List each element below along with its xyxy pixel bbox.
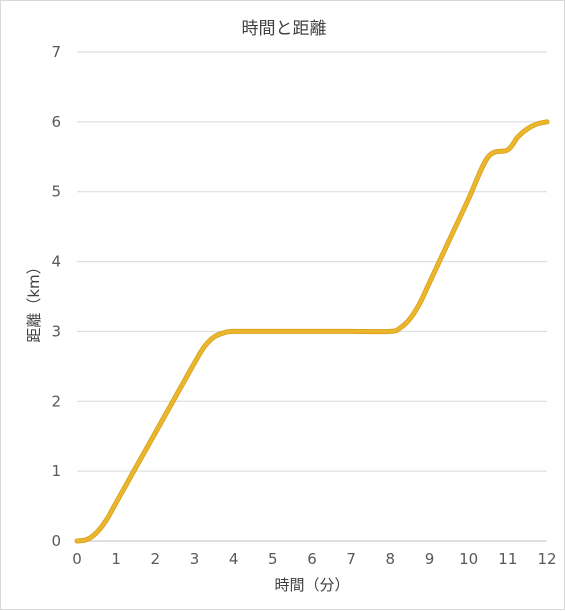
series-line — [75, 120, 549, 543]
x-tick-label: 4 — [229, 550, 239, 568]
y-tick-label: 6 — [51, 113, 61, 131]
y-tick-label: 7 — [51, 43, 61, 61]
x-tick-label: 6 — [307, 550, 317, 568]
x-tick-label: 11 — [498, 550, 517, 568]
y-tick-label: 1 — [51, 462, 61, 480]
x-tick-label: 9 — [425, 550, 435, 568]
y-tick-label: 5 — [51, 183, 61, 201]
x-tick-label: 7 — [346, 550, 356, 568]
x-tick-label: 3 — [190, 550, 200, 568]
x-tick-label: 5 — [268, 550, 278, 568]
x-tick-label: 10 — [459, 550, 478, 568]
y-axis-label: 距離（km） — [25, 259, 43, 342]
chart-title: 時間と距離 — [242, 19, 327, 39]
series-group — [74, 119, 550, 544]
y-tick-label: 3 — [51, 322, 61, 340]
y-tick-label: 0 — [51, 532, 61, 550]
gridlines — [77, 51, 547, 542]
y-tick-label: 4 — [51, 253, 61, 271]
x-tick-label: 8 — [386, 550, 396, 568]
x-tick-label: 0 — [72, 550, 82, 568]
x-axis-label: 時間（分） — [274, 576, 349, 594]
y-tick-label: 2 — [51, 392, 61, 410]
x-tick-label: 12 — [537, 550, 556, 568]
x-tick-label: 2 — [151, 550, 161, 568]
x-tick-label: 1 — [111, 550, 121, 568]
x-axis-ticks: 0 1 2 3 4 5 6 7 8 9 10 11 12 — [72, 550, 556, 568]
y-axis-ticks: 0 1 2 3 4 5 6 7 — [51, 43, 61, 550]
